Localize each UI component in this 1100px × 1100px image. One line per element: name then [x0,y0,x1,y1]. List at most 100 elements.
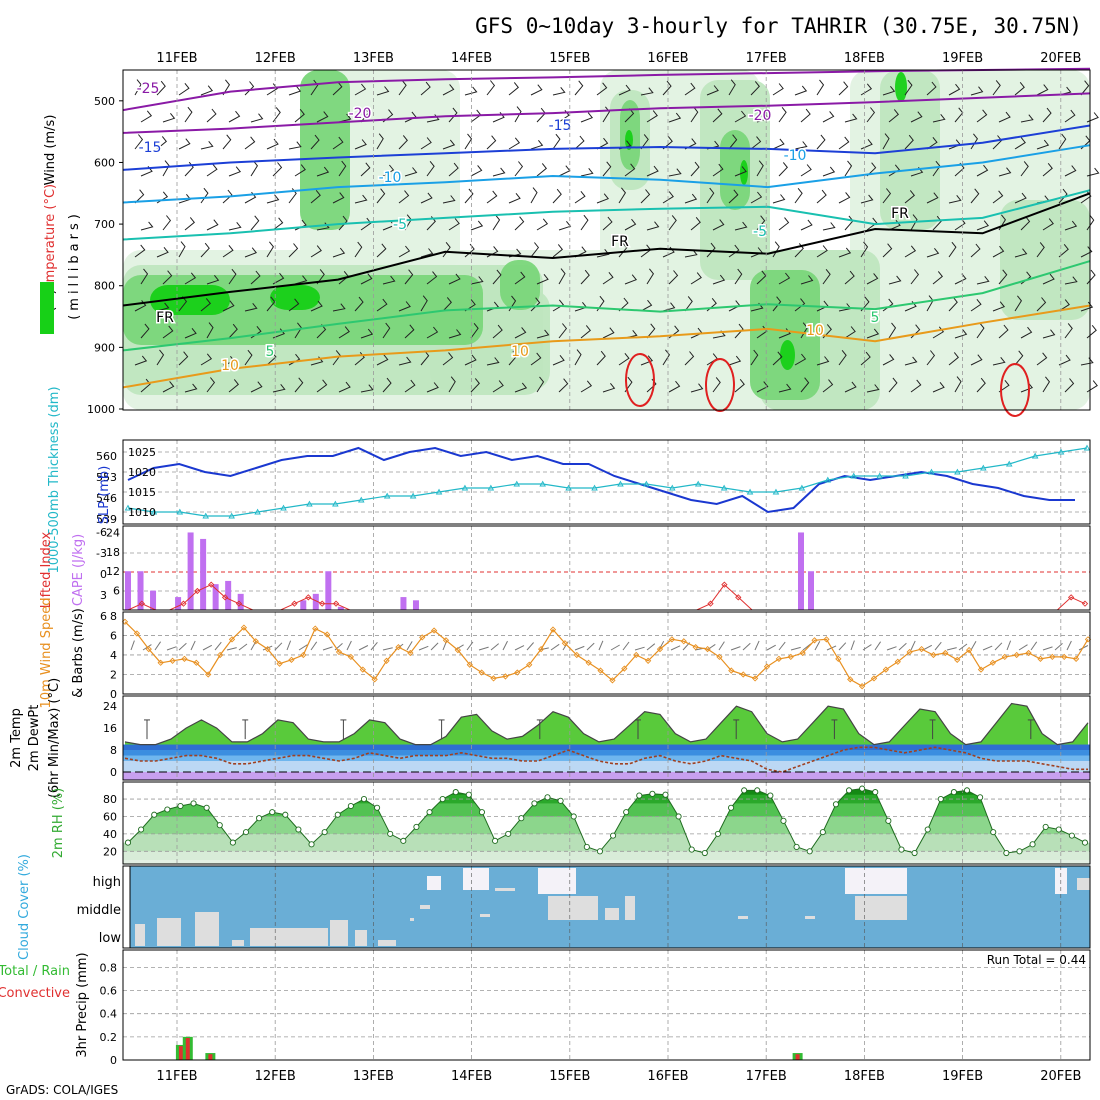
cape-bar-17 [337,606,344,610]
thickness-marker-21 [669,484,676,491]
upper-barb-26-4 [706,187,715,204]
surface-barb-72 [994,642,1003,651]
upper-barb-12-2 [398,135,408,150]
upper-barb-19-8 [552,299,565,312]
contour-labels: -25 -20 -20 -15 -15 -10 -10 -5 -5 5 5 10 10 10 FR FR FR [135,80,911,376]
upper-barb-15-3 [470,165,483,177]
surface-barb-49 [718,641,725,651]
upper-barb-27-2 [728,134,738,150]
upper-barb-20-5 [580,214,589,231]
wind-marker-11 [252,638,259,645]
upper-barb-41-9 [1042,329,1056,339]
upper-barb-22-5 [624,218,637,231]
surface-barb-23 [406,641,413,651]
rh-marker-0 [124,839,132,846]
temp-grid [176,696,1062,780]
upper-barb-32-1 [844,113,858,123]
slp-tick-1025: 1025 [128,446,156,459]
upper-barb-21-3 [602,161,612,177]
upper-barb-38-2 [970,133,979,150]
wind-marker-53 [751,675,759,682]
pressure-label-1000: 1000 [87,403,115,416]
upper-barb-19-11 [558,378,569,393]
upper-barb-3-7 [206,274,220,285]
rh-tick-60: 60 [103,810,117,823]
chart-title: GFS 0~10day 3-hourly for TAHRIR (30.75E,… [475,14,1082,38]
surface-barb-15 [310,641,318,651]
temp-ticks: 24 16 8 0 [103,700,117,779]
cape-axis-label: CAPE (J/kg) [71,534,86,606]
upper-barb-11-0 [376,86,390,96]
upper-barb-15-9 [470,322,479,339]
upper-barb-29-3 [778,162,788,177]
thickness-marker-17 [565,484,572,491]
cloud-block-14 [232,940,244,946]
upper-barb-6-0 [266,83,278,96]
rh-blob-19 [780,340,795,370]
upper-barb-15-5 [470,220,484,231]
wind-tick-6: 6 [110,629,117,642]
upper-barb-21-0 [596,82,608,96]
upper-barb-42-11 [1064,378,1075,393]
upper-barb-20-1 [580,112,594,123]
upper-barb-12-0 [398,79,407,96]
upper-barb-19-6 [552,244,563,258]
bottom-date-11FEB: 11FEB [156,1069,197,1084]
upper-barb-32-2 [838,136,850,150]
temp-tick-0: 0 [110,766,117,779]
thickness-marker-20 [643,480,650,487]
cape-bar-14 [300,600,307,610]
surface-barb-12 [274,642,283,651]
rh-marker-20 [387,830,394,837]
wind-marker-24 [407,649,414,657]
upper-barb-29-6 [772,241,780,258]
thickness-tick-546: 546 [96,492,117,505]
upper-barb-2-9 [184,327,197,339]
wind-marker-65 [894,658,901,665]
surface-barb-64 [898,642,907,651]
upper-barb-37-9 [954,328,968,339]
wind-marker-12 [264,645,271,653]
upper-barb-9-10 [332,350,341,366]
cape-background [123,526,1090,610]
wind-marker-69 [942,649,949,657]
upper-barb-37-8 [948,296,958,312]
rh-marker-3 [164,806,171,813]
upper-barb-15-4 [464,188,474,204]
contour-label-15: FR [611,234,629,250]
upper-barb-30-1 [800,108,811,123]
temperature-contours [122,67,1091,417]
upper-barb-8-2 [310,134,320,150]
upper-barb-18-11 [536,376,545,393]
upper-barb-13-2 [420,137,432,150]
wind-marker-55 [775,655,783,662]
upper-barb-30-5 [800,219,813,231]
rh-marker-50 [780,817,787,824]
upper-barb-13-4 [420,192,433,204]
cloud-axis-label: Cloud Cover (%) [17,854,32,960]
upper-barb-6-8 [266,296,276,312]
contour-label-5: -10 [379,170,402,186]
upper-barb-7-6 [288,243,299,258]
rh-tick-40: 40 [103,828,117,841]
rh-marker-44 [701,849,708,857]
upper-barb-27-3 [734,166,747,177]
upper-barb-41-3 [1042,162,1053,177]
thickness-marker-9 [358,496,365,503]
wind-marker-36 [549,626,557,633]
slp-tick-1010: 1010 [128,506,156,519]
rh-tick-20: 20 [103,845,117,858]
upper-barb-16-5 [492,214,501,231]
wind-tick-8: 8 [110,610,117,623]
upper-barb-42-3 [1064,165,1077,177]
upper-barb-10-3 [360,162,371,177]
upper-barb-32-6 [838,247,852,258]
cloud-blocks [129,866,1090,948]
upper-barb-1-10 [156,349,165,366]
thickness-marker-36 [1057,448,1065,455]
upper-barb-10-0 [354,83,367,96]
upper-barb-2-0 [178,82,190,96]
upper-barb-24-7 [668,270,679,285]
upper-barb-21-4 [596,193,610,204]
